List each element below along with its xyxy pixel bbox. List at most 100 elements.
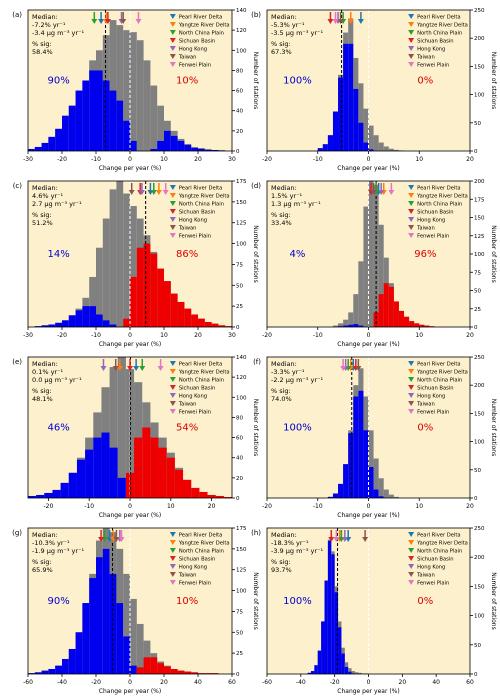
x-tick-label: 30 (228, 332, 236, 339)
legend-marker (408, 556, 415, 561)
bar-sig-decrease (338, 77, 344, 151)
legend-label: Sichuan Basin (179, 557, 215, 563)
y-tick-label: 250 (474, 8, 485, 14)
y-tick-label: 100 (474, 614, 485, 620)
bar-sig-increase (383, 283, 389, 327)
bar-sig-increase (164, 281, 171, 327)
legend-marker (408, 369, 415, 374)
legend-marker (408, 409, 415, 414)
bar-sig-decrease (368, 466, 374, 498)
y-tick-label: 0 (236, 325, 240, 331)
x-axis-label: Change per year (%) (99, 341, 161, 348)
bar-total (136, 623, 144, 674)
legend-marker (169, 14, 176, 19)
x-tick-label: 0 (128, 503, 132, 510)
legend-label: Sichuan Basin (417, 39, 453, 45)
x-axis-label: Change per year (%) (337, 341, 399, 348)
x-tick-label: 20 (399, 679, 407, 686)
sig-heading: % sig: (271, 558, 291, 566)
bar-sig-increase (150, 253, 158, 327)
y-tick-label: 100 (236, 242, 247, 248)
y-tick-label: 50 (474, 643, 481, 649)
x-axis-label: Change per year (%) (99, 512, 161, 519)
x-tick-label: 30 (228, 156, 236, 163)
legend-marker (408, 62, 415, 67)
bar-sig-decrease (317, 148, 323, 151)
bar-sig-increase (123, 318, 130, 327)
bar-sig-decrease (358, 390, 364, 498)
sig-heading: % sig: (271, 211, 291, 219)
bar-sig-decrease (102, 548, 110, 674)
bar-sig-decrease (36, 494, 45, 498)
median-percent: 0.1% yr⁻¹ (32, 368, 64, 376)
region-arrow-head (118, 537, 125, 542)
y-tick-label: 50 (236, 283, 243, 289)
bar-sig-decrease (109, 90, 117, 151)
region-arrow-head (116, 366, 123, 371)
bar-sig-increase (158, 447, 167, 498)
bar-total (383, 489, 389, 498)
bar-sig-decrease (343, 43, 349, 152)
region-arrow-head (138, 190, 145, 195)
bar-sig-decrease (348, 671, 352, 674)
y-tick-label: 0 (236, 672, 240, 678)
bar-sig-increase (174, 469, 184, 498)
region-arrow-head (98, 537, 105, 542)
bar-sig-decrease (198, 148, 205, 151)
legend-marker (169, 217, 176, 222)
region-arrow-head (155, 190, 162, 195)
bar-sig-decrease (28, 148, 35, 151)
bar-total (378, 142, 384, 151)
legend-marker (408, 393, 415, 398)
bar-sig-decrease (109, 573, 117, 674)
x-tick-label: -30 (23, 156, 33, 163)
legend-label: Taiwan (416, 573, 435, 579)
x-tick-label: -10 (91, 332, 101, 339)
y-tick-label: 200 (474, 383, 485, 389)
median-absolute: 1.3 μg m⁻³ yr⁻¹ (271, 200, 321, 208)
y-tick-label: 100 (236, 395, 247, 401)
x-tick-label: -20 (262, 332, 272, 339)
bar-sig-decrease (68, 105, 76, 151)
x-tick-label: 0 (128, 679, 132, 686)
median-percent: -7.2% yr⁻¹ (32, 21, 66, 29)
region-arrow-head (370, 190, 377, 195)
percent-increase: 0% (417, 422, 433, 433)
legend-marker (169, 564, 176, 569)
legend-label: North China Plain (417, 549, 462, 555)
y-tick-label: 50 (474, 468, 481, 474)
legend-marker (408, 30, 415, 35)
median-absolute: -1.9 μg m⁻³ yr⁻¹ (32, 547, 84, 555)
y-tick-label: 125 (474, 234, 485, 240)
legend-marker (169, 62, 176, 67)
y-tick-label: 100 (474, 93, 485, 99)
y-tick-label: 150 (474, 64, 485, 70)
region-arrow-head (135, 19, 142, 24)
median-heading: Median: (32, 13, 58, 21)
y-tick-label: 150 (236, 200, 247, 206)
bar-sig-increase (424, 325, 430, 327)
x-tick-label: 10 (160, 332, 168, 339)
bar-sig-decrease (332, 493, 339, 498)
bar-sig-decrease (96, 557, 103, 674)
y-tick-label: 75 (236, 262, 243, 268)
legend-label: Taiwan (416, 226, 435, 232)
x-tick-label: 40 (432, 679, 440, 686)
region-arrow-head (337, 19, 344, 24)
legend-label: Sichuan Basin (179, 39, 215, 45)
bar-sig-increase (198, 673, 205, 674)
bar-total (123, 30, 130, 152)
bar-sig-decrease (341, 653, 345, 674)
bar-sig-decrease (55, 322, 62, 327)
y-tick-label: 0 (474, 149, 478, 155)
bar-total (150, 85, 158, 151)
bar-sig-decrease (307, 672, 311, 674)
x-axis-label: Change per year (%) (337, 688, 399, 695)
x-tick-label: 0 (367, 156, 371, 163)
panel-label: (g) (12, 529, 22, 537)
legend-marker (169, 185, 176, 190)
region-arrow-head (98, 19, 105, 24)
bar-sig-increase (199, 491, 208, 498)
legend-label: North China Plain (179, 31, 224, 37)
x-tick-label: 0 (367, 679, 371, 686)
